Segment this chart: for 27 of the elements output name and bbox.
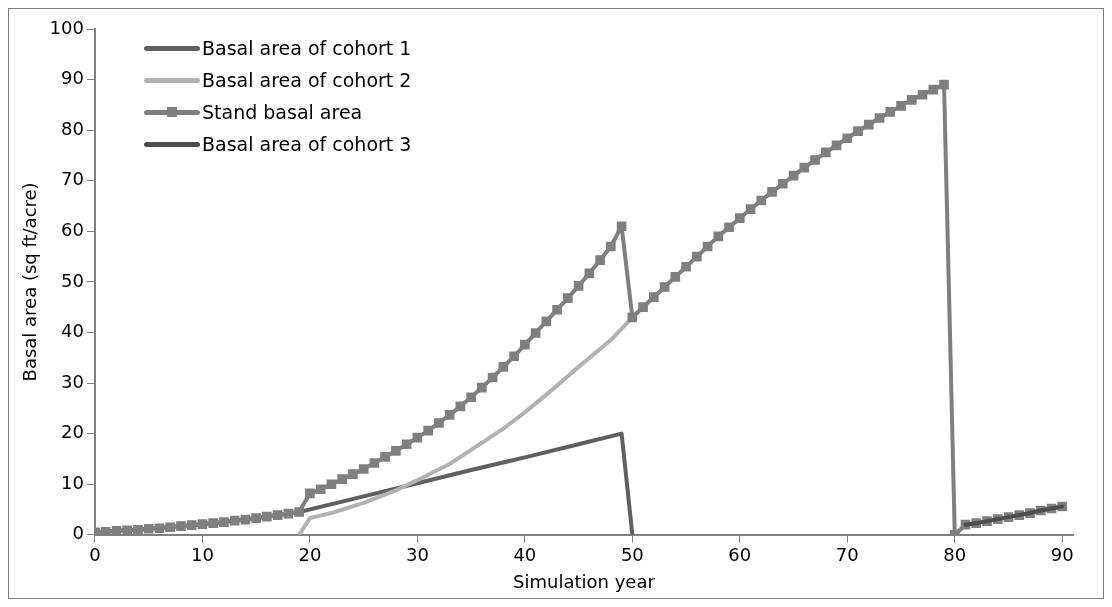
x-axis-title: Simulation year <box>513 570 656 592</box>
x-tick-label: 90 <box>1050 544 1074 566</box>
legend-label: Basal area of cohort 3 <box>202 133 412 155</box>
x-tick-label: 50 <box>620 544 644 566</box>
x-tick-label: 20 <box>298 544 322 566</box>
y-tick-label: 30 <box>61 370 84 392</box>
y-axis-title: Basal area (sq ft/acre) <box>19 182 41 382</box>
x-tick-label: 0 <box>89 544 101 566</box>
legend-label: Basal area of cohort 2 <box>202 69 412 91</box>
x-tick-label: 60 <box>728 544 752 566</box>
legend-label: Basal area of cohort 1 <box>202 37 412 59</box>
x-tick-label: 10 <box>190 544 214 566</box>
x-tick-label: 30 <box>405 544 429 566</box>
x-tick-label: 70 <box>835 544 859 566</box>
legend-label: Stand basal area <box>202 101 363 123</box>
y-tick-label: 20 <box>61 421 84 443</box>
y-tick-label: 50 <box>61 269 84 291</box>
y-tick-label: 70 <box>61 168 84 190</box>
y-tick-label: 100 <box>49 16 84 38</box>
y-tick-label: 0 <box>72 522 84 544</box>
y-tick-label: 80 <box>61 117 84 139</box>
y-tick-label: 60 <box>61 218 84 240</box>
y-tick-label: 90 <box>61 67 84 89</box>
x-tick-label: 40 <box>513 544 537 566</box>
y-tick-label: 40 <box>61 320 84 342</box>
y-tick-label: 10 <box>61 471 84 493</box>
x-tick-label: 80 <box>943 544 967 566</box>
